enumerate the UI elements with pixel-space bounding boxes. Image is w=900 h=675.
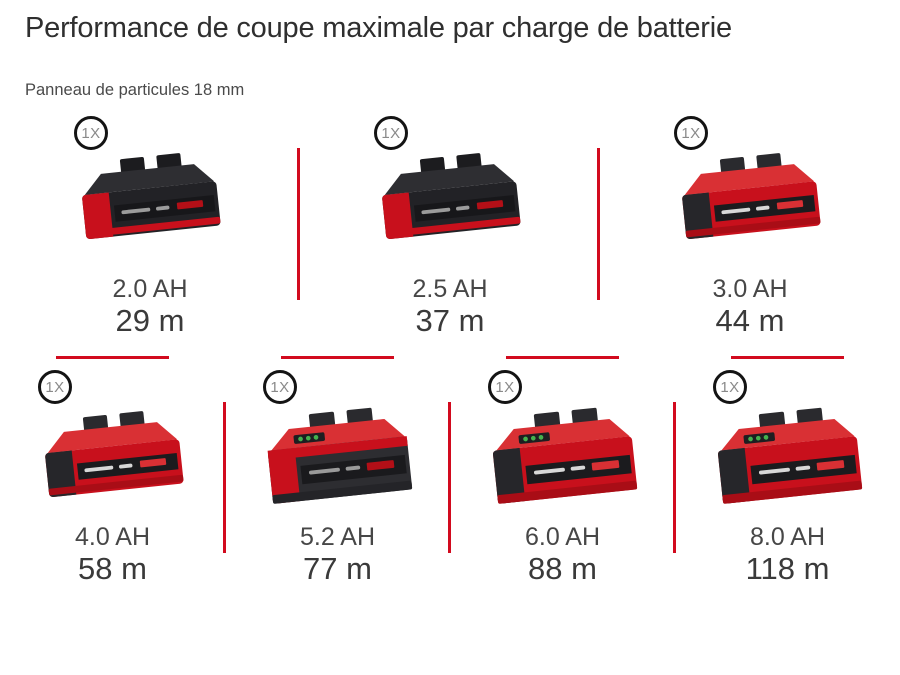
battery-card-5-2ah: 1X 5.2 AH 77 m bbox=[225, 368, 450, 600]
battery-card-3-0ah: 1X 3.0 AH 44 m bbox=[600, 112, 900, 344]
separator-vertical bbox=[597, 148, 600, 300]
quantity-badge-label: 1X bbox=[681, 124, 701, 142]
distance-value: 58 m bbox=[78, 551, 147, 586]
distance-value: 77 m bbox=[303, 551, 372, 586]
battery-image bbox=[682, 153, 821, 240]
separator-horizontal bbox=[281, 356, 394, 359]
quantity-badge-label: 1X bbox=[381, 124, 401, 142]
battery-card-8-0ah: 1X 8.0 AH 118 m bbox=[675, 368, 900, 600]
separator-horizontal bbox=[506, 356, 619, 359]
distance-value: 37 m bbox=[415, 303, 485, 338]
quantity-badge-label: 1X bbox=[45, 378, 65, 396]
quantity-badge: 1X bbox=[488, 370, 522, 404]
quantity-badge: 1X bbox=[713, 370, 747, 404]
capacity-label: 3.0 AH bbox=[712, 275, 788, 303]
battery-image bbox=[44, 411, 183, 498]
battery-image bbox=[717, 407, 862, 504]
quantity-badge: 1X bbox=[674, 116, 708, 150]
battery-card-2-0ah: 1X 2.0 AH 29 m bbox=[0, 112, 300, 344]
battery-card-4-0ah: 1X 4.0 AH 58 m bbox=[0, 368, 225, 600]
quantity-badge-label: 1X bbox=[720, 378, 740, 396]
capacity-label: 8.0 AH bbox=[749, 523, 826, 551]
quantity-badge: 1X bbox=[374, 116, 408, 150]
chart-title: Performance de coupe maximale par charge… bbox=[25, 12, 732, 44]
capacity-label: 4.0 AH bbox=[74, 523, 151, 551]
quantity-badge: 1X bbox=[74, 116, 108, 150]
capacity-label: 2.0 AH bbox=[112, 275, 188, 303]
distance-value: 88 m bbox=[528, 551, 597, 586]
quantity-badge-label: 1X bbox=[81, 124, 101, 142]
capacity-label: 6.0 AH bbox=[524, 523, 601, 551]
battery-card-2-5ah: 1X 2.5 AH 37 m bbox=[300, 112, 600, 344]
battery-image bbox=[382, 153, 521, 240]
separator-vertical bbox=[297, 148, 300, 300]
separator-horizontal bbox=[56, 356, 169, 359]
separator-horizontal bbox=[731, 356, 844, 359]
chart-subtitle: Panneau de particules 18 mm bbox=[25, 81, 245, 99]
quantity-badge-label: 1X bbox=[270, 378, 290, 396]
separator-vertical bbox=[673, 402, 676, 553]
distance-value: 118 m bbox=[745, 551, 830, 586]
quantity-badge-label: 1X bbox=[495, 378, 515, 396]
capacity-label: 2.5 AH bbox=[412, 275, 488, 303]
separator-vertical bbox=[448, 402, 451, 553]
quantity-badge: 1X bbox=[38, 370, 72, 404]
quantity-badge: 1X bbox=[263, 370, 297, 404]
battery-card-6-0ah: 1X 6.0 AH 88 m bbox=[450, 368, 675, 600]
battery-image bbox=[492, 407, 637, 504]
distance-value: 29 m bbox=[115, 303, 185, 338]
battery-image bbox=[267, 407, 412, 504]
capacity-label: 5.2 AH bbox=[299, 523, 376, 551]
distance-value: 44 m bbox=[715, 303, 785, 338]
battery-image bbox=[82, 153, 221, 240]
separator-vertical bbox=[223, 402, 226, 553]
